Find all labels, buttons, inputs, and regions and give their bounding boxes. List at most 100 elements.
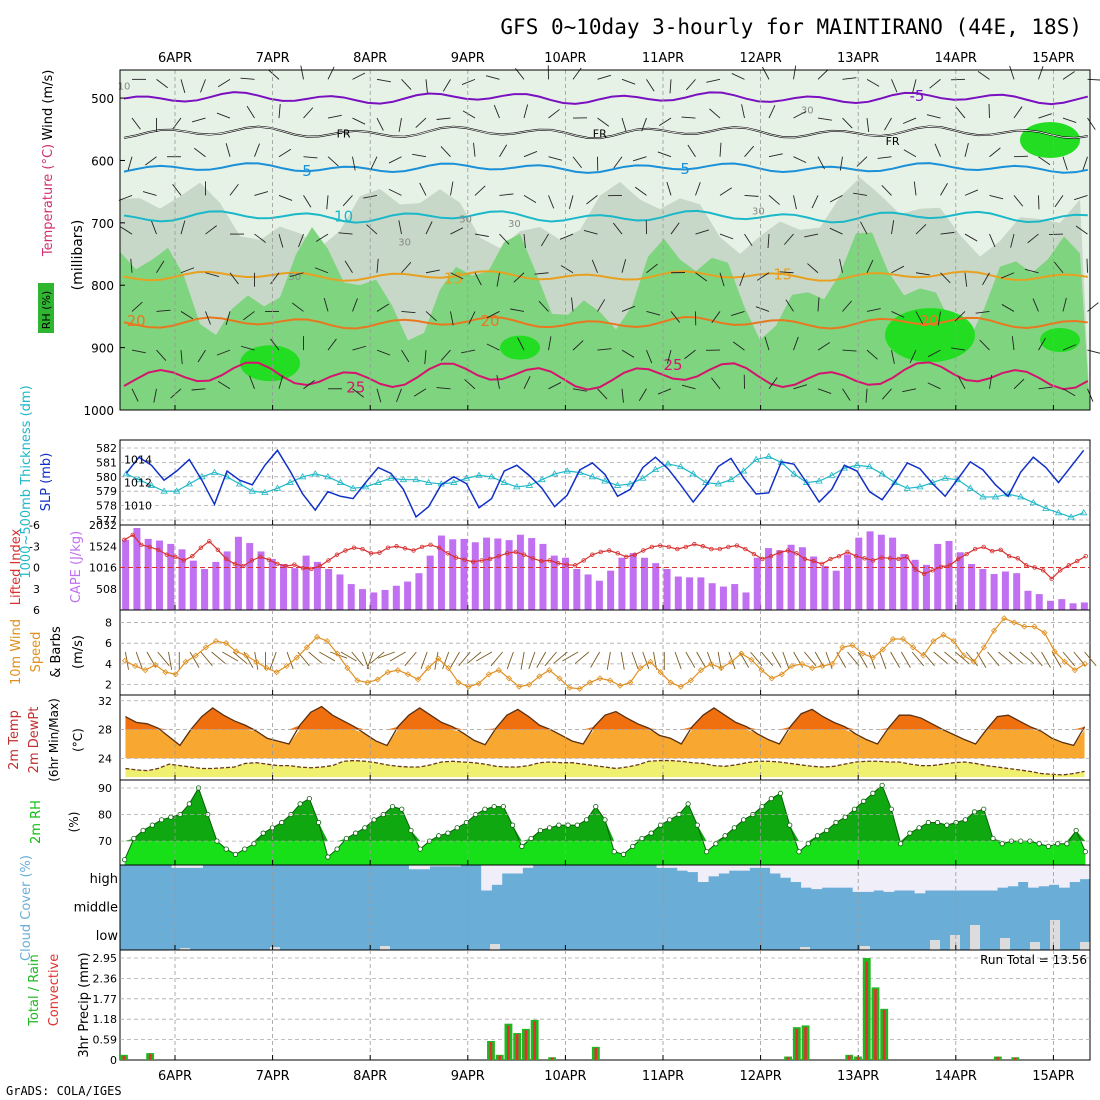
wind-barb-10m [1084, 651, 1097, 667]
wind-barb [767, 234, 770, 249]
thickness-point [689, 470, 697, 477]
isotherm-label: 20 [127, 312, 146, 330]
precip-tick: 0.59 [93, 1034, 118, 1047]
wind-barb [657, 388, 672, 395]
wind-speed-point [273, 669, 280, 676]
cape-bar [505, 540, 513, 610]
cloud-high-bar [687, 865, 699, 873]
rh2m-point [870, 790, 876, 796]
li-point [819, 561, 825, 567]
wind-barb [597, 348, 612, 351]
wind-barb [1074, 194, 1088, 201]
wind-barb [817, 388, 832, 395]
cloud-high-bar [501, 865, 513, 874]
li-point [692, 541, 697, 547]
wind-barb [793, 384, 808, 390]
wind-barb [376, 78, 391, 83]
wind-barb [964, 272, 968, 287]
rh2m-tick: 70 [98, 835, 112, 848]
wind-barb [915, 272, 930, 276]
wind-barb [881, 185, 892, 196]
wind-speed-point [889, 635, 897, 643]
wind-barb-10m [944, 651, 959, 664]
wind-barb-10m [466, 651, 482, 664]
wind-speed-point [738, 650, 745, 657]
wind-barb [839, 258, 843, 273]
precip-conv-bar [594, 1047, 598, 1060]
cape-bar [584, 574, 592, 610]
cape-bar [945, 540, 953, 610]
wind-barb-10m [562, 651, 579, 662]
wind-barb-10m [1041, 651, 1051, 668]
cloud-high-bar [976, 865, 988, 891]
li-point [164, 552, 169, 557]
wind-barb [1038, 337, 1046, 351]
li-point [173, 554, 178, 560]
cloud-high-bar [914, 865, 926, 894]
wind-barb-10m [879, 651, 887, 670]
li-point [139, 542, 144, 548]
wind-barb [450, 311, 454, 326]
thickness-point [172, 487, 181, 494]
wind-barb [303, 107, 314, 119]
date-label-top: 8APR [353, 51, 387, 66]
li-point [122, 537, 127, 543]
rh2m-point [223, 846, 229, 852]
li-point [624, 554, 629, 560]
wind-barb [517, 337, 525, 351]
temp-tick: 28 [98, 724, 112, 737]
wind-barb [860, 221, 868, 235]
cape-bar [201, 569, 209, 610]
li-point [760, 556, 765, 562]
li-point [504, 551, 510, 556]
li-point [377, 550, 382, 555]
wind-barb [711, 311, 721, 324]
wind-speed-point [465, 683, 472, 690]
li-point [224, 556, 229, 562]
wind-barb-10m [490, 651, 503, 667]
wind-barb [621, 117, 627, 132]
rh2m-point [1055, 841, 1061, 847]
rh2m-point [1073, 827, 1079, 834]
pressure-tick: 800 [91, 279, 114, 293]
wind-barb [1024, 268, 1039, 274]
cape-bar [889, 537, 897, 610]
wind-barb [268, 69, 280, 80]
cape-tick: 1016 [89, 562, 117, 575]
li-point [700, 544, 706, 549]
rh2m-point [620, 851, 627, 857]
wind-speed-point [859, 650, 866, 657]
wind-barb [352, 156, 356, 171]
thickness-point [273, 484, 282, 491]
wind-speed-point [667, 679, 674, 686]
isotherm-15 [123, 270, 1088, 282]
wind-speed-point [647, 658, 654, 665]
wind-barb [866, 308, 881, 312]
li-point [453, 555, 459, 560]
wind-barb [621, 349, 635, 358]
thickness-point [702, 478, 710, 485]
wind-barb [1038, 65, 1044, 80]
thickness-point [790, 470, 798, 477]
wind-speed-point [697, 667, 705, 674]
wind-speed-point [778, 671, 785, 678]
wind-barb [681, 116, 696, 119]
wind-barb [621, 305, 636, 312]
li-point [470, 559, 476, 565]
rh2m-point [962, 817, 968, 823]
wind-speed-point [364, 679, 371, 686]
isotherm-label: FR [593, 127, 607, 140]
li-point [972, 546, 978, 552]
wind-barb [757, 272, 770, 281]
wind-barb [440, 146, 451, 158]
wind-barb [597, 388, 608, 400]
cloud-high-bar [1069, 865, 1081, 882]
li-point [615, 551, 620, 556]
wind-barb-10m [135, 651, 143, 670]
wind-barb-10m [377, 651, 395, 659]
li-point [955, 556, 961, 562]
wind-barb [977, 70, 990, 80]
thickness-tick: 577 [96, 514, 117, 527]
cloud-high-bar [708, 865, 719, 877]
li-point [351, 545, 357, 550]
